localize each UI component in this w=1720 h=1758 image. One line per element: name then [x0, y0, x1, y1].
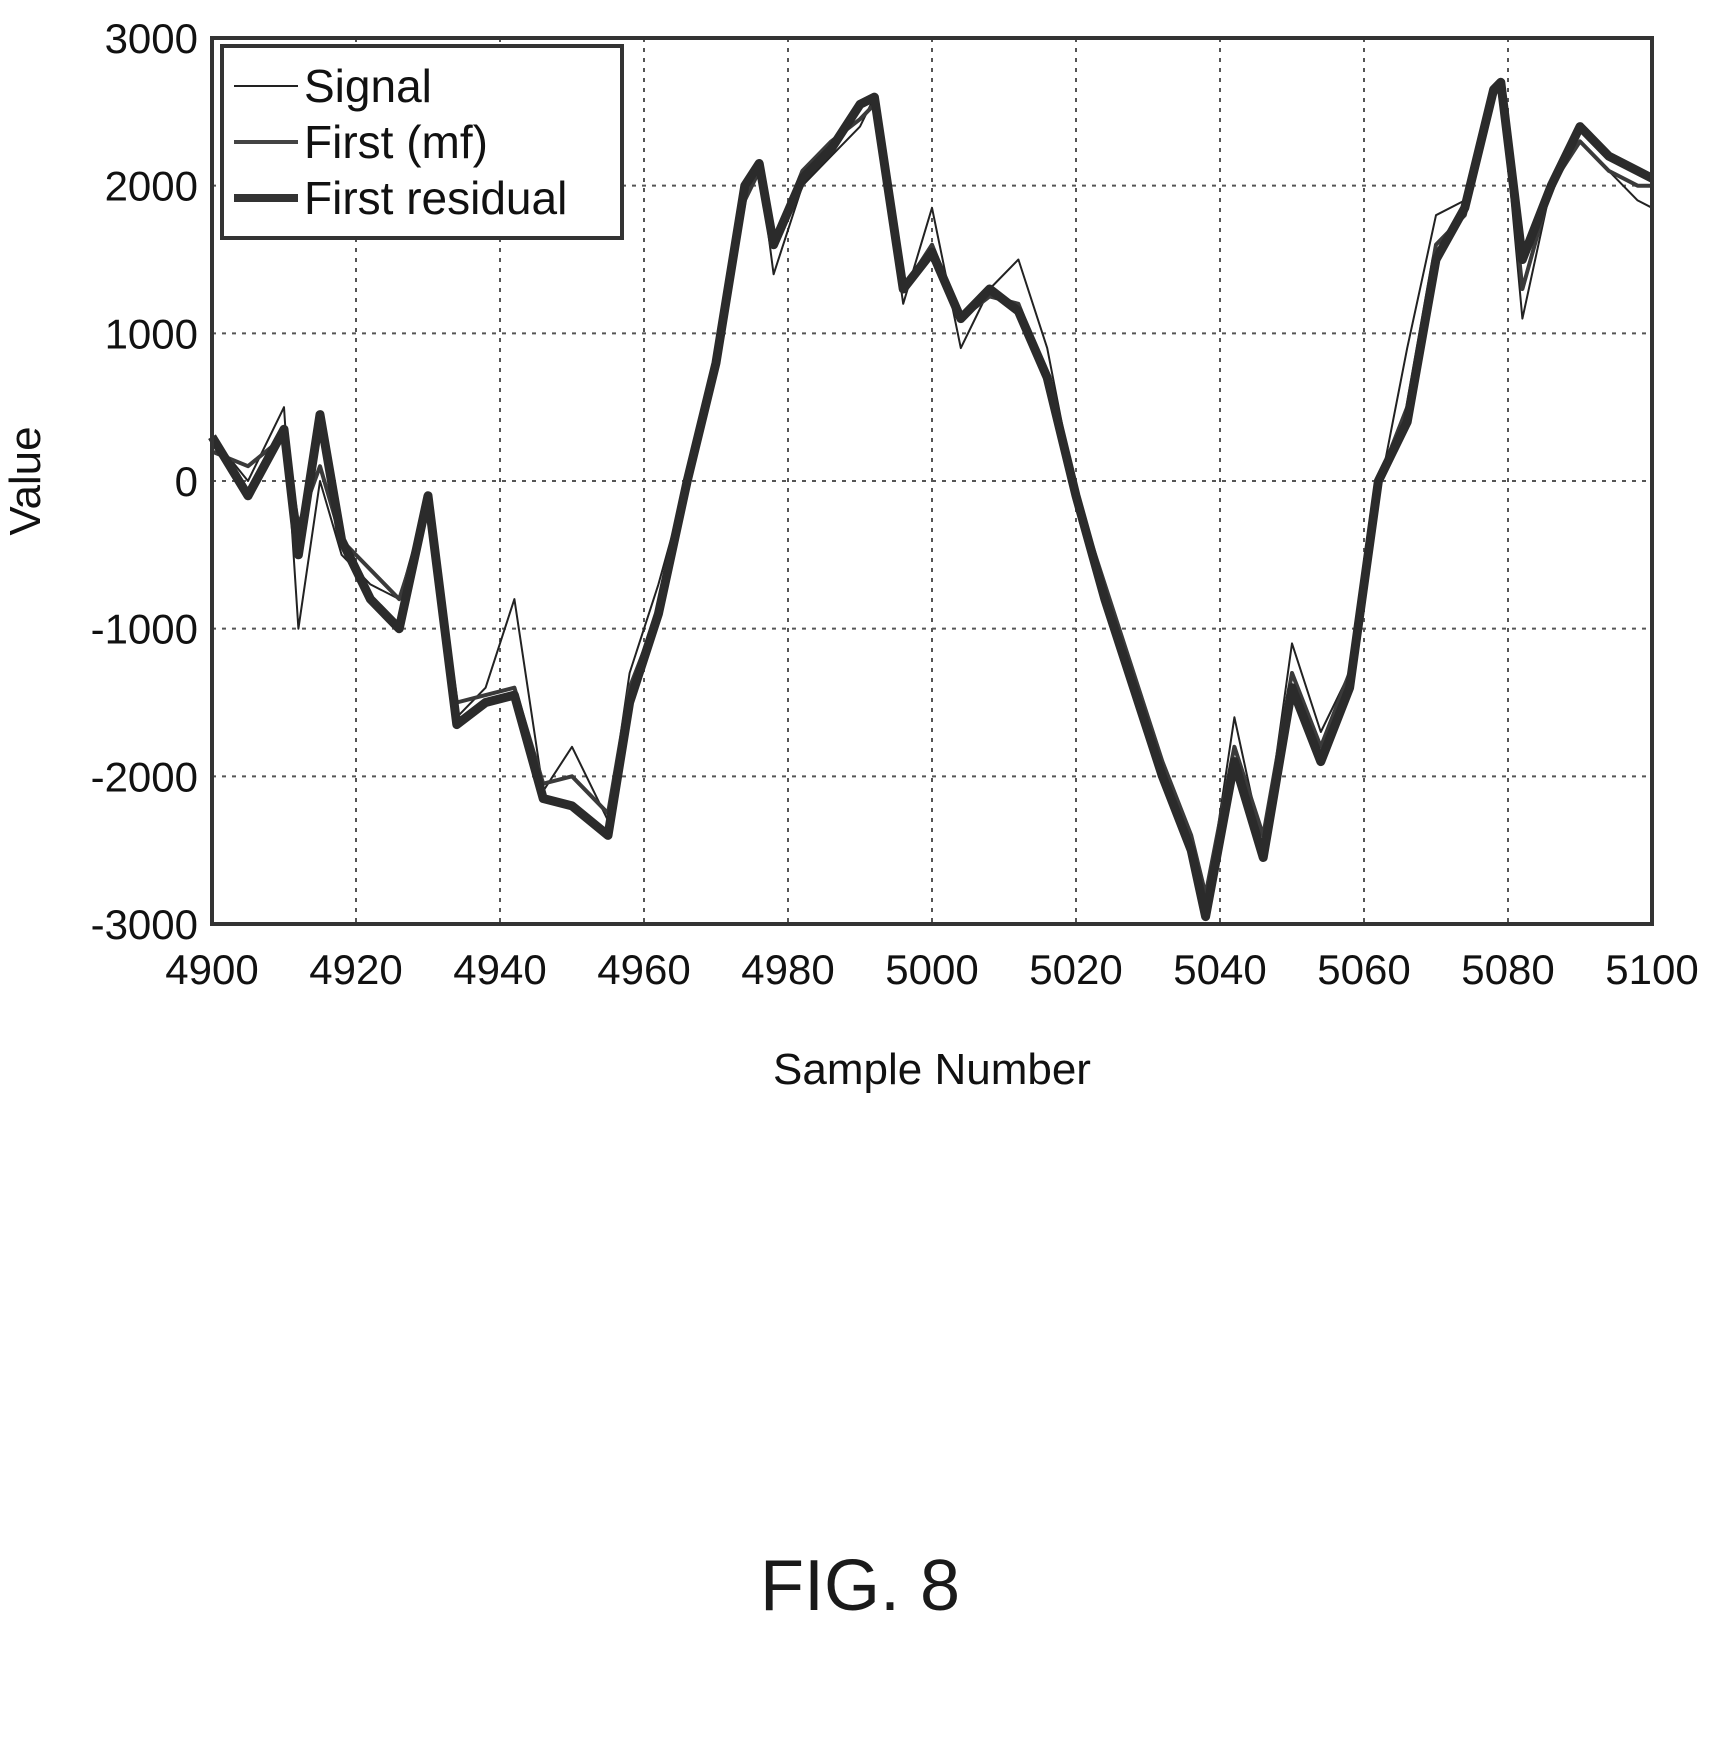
x-tick-label: 4940 [453, 946, 546, 993]
legend-label-signal: Signal [304, 60, 432, 112]
x-tick-label: 4920 [309, 946, 402, 993]
series-first-residual [208, 77, 1655, 922]
x-tick-label: 5080 [1461, 946, 1554, 993]
y-tick-label: 1000 [105, 310, 198, 357]
y-axis-label: Value [1, 426, 50, 535]
legend-label-first-residual: First residual [304, 172, 567, 224]
legend: Signal First (mf) First residual [220, 44, 624, 240]
y-tick-label: 3000 [105, 15, 198, 62]
plot-area-frame [210, 36, 1654, 926]
axis-ticks: 4900 4920 4940 4960 4980 5000 5020 5040 5060 5080… [91, 15, 1699, 993]
x-tick-label: 4960 [597, 946, 690, 993]
y-tick-label: -2000 [91, 753, 198, 800]
x-tick-label: 5000 [885, 946, 978, 993]
y-tick-label: 0 [175, 458, 198, 505]
x-tick-label: 4980 [741, 946, 834, 993]
chart-series [208, 77, 1655, 922]
x-tick-label: 4900 [165, 946, 258, 993]
figure-label: FIG. 8 [759, 1546, 961, 1626]
y-tick-label: 2000 [105, 163, 198, 210]
x-tick-label: 5020 [1029, 946, 1122, 993]
x-tick-label: 5040 [1173, 946, 1266, 993]
x-tick-label: 5100 [1605, 946, 1698, 993]
x-tick-label: 5060 [1317, 946, 1410, 993]
y-tick-label: -3000 [91, 901, 198, 948]
x-axis-label: Sample Number [773, 1045, 1091, 1094]
y-tick-label: -1000 [91, 606, 198, 653]
legend-label-first-mf: First (mf) [304, 116, 488, 168]
